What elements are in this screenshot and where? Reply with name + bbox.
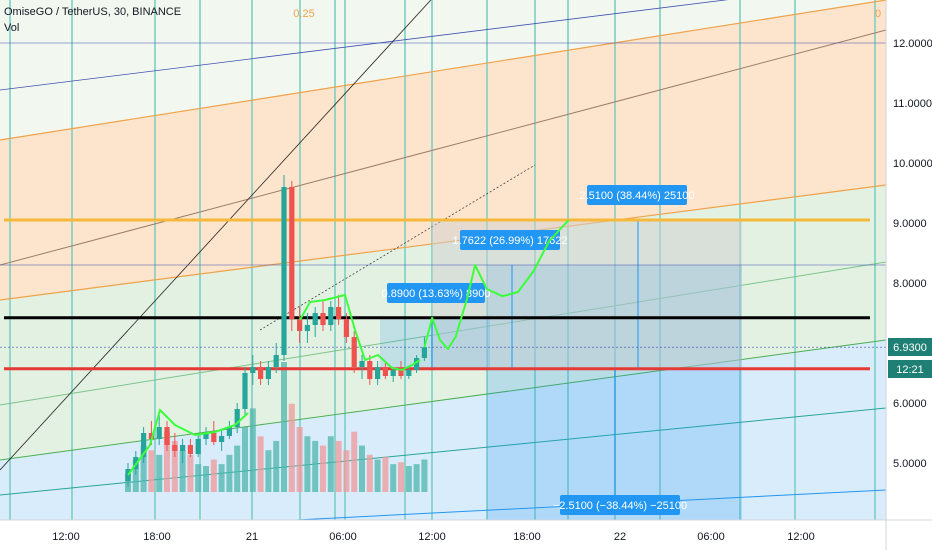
candle-body xyxy=(258,367,263,379)
candle-body xyxy=(242,373,247,409)
candle-body xyxy=(196,439,201,454)
volume-bar xyxy=(242,427,248,492)
fib-label: 0 xyxy=(875,8,881,20)
candle-body xyxy=(367,361,372,379)
volume-bar xyxy=(375,460,381,493)
candle-body xyxy=(164,427,169,445)
candle-body xyxy=(383,367,388,376)
x-tick-label: 22 xyxy=(614,531,626,543)
measure-label-text: 0.8900 (13.63%) 8900 xyxy=(382,288,491,300)
candle-body xyxy=(320,313,325,325)
candle-body xyxy=(157,427,162,439)
candle-body xyxy=(422,347,427,358)
fib-label: 0.25 xyxy=(293,8,314,20)
x-tick-label: 12:00 xyxy=(52,531,80,543)
volume-bar xyxy=(265,450,271,492)
volume-bar xyxy=(336,441,342,492)
x-tick-label: 12:00 xyxy=(418,531,446,543)
candle-body xyxy=(250,367,255,373)
volume-bar xyxy=(359,446,365,492)
volume-bar xyxy=(328,436,334,492)
volume-bar xyxy=(148,450,154,492)
volume-bar xyxy=(390,464,396,492)
candle-body xyxy=(344,319,349,337)
volume-bar xyxy=(187,455,193,492)
candle-body xyxy=(125,469,130,481)
volume-bar xyxy=(421,460,427,493)
symbol-title[interactable]: OmiseGO / TetherUS, 30, BINANCE xyxy=(4,6,181,18)
volume-bar xyxy=(351,432,357,492)
volume-bar xyxy=(273,441,279,492)
countdown-text: 12:21 xyxy=(896,364,924,376)
candle-body xyxy=(211,433,216,442)
volume-bar xyxy=(195,464,201,492)
volume-bar xyxy=(406,466,412,492)
y-tick-label: 6.0000 xyxy=(893,398,927,410)
y-tick-label: 5.0000 xyxy=(893,458,927,470)
volume-bar xyxy=(281,362,287,492)
y-tick-label: 10.0000 xyxy=(893,158,932,170)
candle-body xyxy=(297,319,302,331)
candle-body xyxy=(336,307,341,319)
volume-bar xyxy=(304,436,310,492)
volume-bar xyxy=(312,441,318,492)
y-tick-label: 11.0000 xyxy=(893,98,932,110)
volume-bar xyxy=(414,464,420,492)
x-tick-label: 18:00 xyxy=(513,531,541,543)
candle-body xyxy=(266,367,271,379)
volume-bar xyxy=(234,446,240,492)
candle-body xyxy=(352,337,357,367)
candle-body xyxy=(375,367,380,379)
y-tick-label: 12.0000 xyxy=(893,38,932,50)
volume-bar xyxy=(297,427,303,492)
volume-bar xyxy=(203,466,209,492)
candle-body xyxy=(328,307,333,325)
y-tick-label: 8.0000 xyxy=(893,278,927,290)
candle-body xyxy=(281,187,286,355)
x-tick-label: 06:00 xyxy=(329,531,357,543)
volume-bar xyxy=(219,464,225,492)
candle-body xyxy=(180,445,185,451)
volume-bar xyxy=(320,446,326,492)
volume-bar xyxy=(367,455,373,492)
volume-bar xyxy=(250,408,256,492)
candle-body xyxy=(305,325,310,331)
candle-body xyxy=(188,445,193,454)
x-tick-label: 06:00 xyxy=(697,531,725,543)
volume-bar xyxy=(289,404,295,492)
y-tick-label: 9.0000 xyxy=(893,218,927,230)
volume-bar xyxy=(211,460,217,493)
candle-body xyxy=(359,361,364,367)
volume-label[interactable]: Vol xyxy=(4,22,19,34)
volume-bar xyxy=(226,455,232,492)
candle-body xyxy=(289,187,294,319)
candle-body xyxy=(398,370,403,376)
measure-label-text: 2.5100 (38.44%) 25100 xyxy=(580,190,695,202)
x-tick-label: 12:00 xyxy=(787,531,815,543)
candle-body xyxy=(406,370,411,376)
x-tick-label: 18:00 xyxy=(143,531,171,543)
candle-body xyxy=(172,445,177,451)
candle-body xyxy=(274,355,279,367)
volume-bar xyxy=(343,450,349,492)
volume-bar xyxy=(156,455,162,492)
candle-body xyxy=(313,313,318,325)
volume-bar xyxy=(382,457,388,492)
candle-body xyxy=(219,436,224,442)
x-tick-label: 21 xyxy=(246,531,258,543)
measure-label-text: −2.5100 (−38.44%) −25100 xyxy=(553,500,687,512)
volume-bar xyxy=(258,436,264,492)
last-price-text: 6.9300 xyxy=(893,342,927,354)
candle-body xyxy=(391,370,396,376)
volume-bar xyxy=(398,462,404,492)
